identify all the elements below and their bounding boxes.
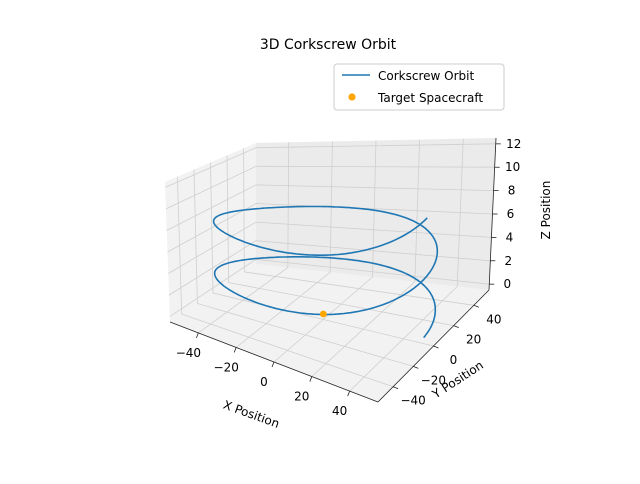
x-grid-line: [235, 141, 333, 348]
x-tick-label: 20: [294, 390, 309, 404]
y-grid-line: [193, 169, 414, 367]
x-tick-mark: [233, 347, 237, 353]
target-spacecraft-point: [319, 310, 327, 318]
y-grid-line: [210, 162, 434, 347]
y-tick-label: 20: [466, 333, 481, 347]
x-grid-line: [273, 140, 377, 363]
y-tick-label: 0: [450, 353, 458, 367]
z-grid-line: [165, 165, 495, 210]
z-tick-label: 0: [503, 277, 511, 291]
z-axis-label: Z Position: [539, 181, 553, 240]
x-grid-line: [311, 139, 420, 377]
x-tick-label: 40: [332, 404, 347, 418]
y-tick-mark: [453, 325, 459, 329]
back-wall-pane: [256, 138, 496, 290]
y-tick-label: 40: [486, 312, 501, 326]
y-grid-line: [243, 148, 474, 306]
legend-label-target: Target Spacecraft: [377, 91, 483, 105]
legend-label-orbit: Corkscrew Orbit: [378, 69, 474, 83]
y-tick-mark: [392, 386, 399, 390]
z-tick-label: 12: [506, 137, 521, 151]
x-tick-mark: [271, 361, 275, 368]
z-grid-line: [168, 240, 491, 296]
chart-title: 3D Corkscrew Orbit: [260, 37, 397, 53]
axis-ticks: −40 −20 0 20 40 −40 −20 0 20 40 0 2 4 6 8 10 12: [176, 137, 522, 418]
x-axis-label: X Position: [221, 398, 281, 431]
axis-panes: [165, 138, 496, 402]
y-tick-label: −20: [421, 373, 446, 387]
y-tick-mark: [413, 365, 419, 369]
x-grid-line: [198, 142, 290, 334]
plot-marks: [212, 205, 439, 339]
y-grid-line: [177, 176, 394, 388]
z-tick-label: 8: [508, 184, 516, 198]
x-tick-mark: [347, 390, 351, 397]
x-tick-label: −40: [176, 346, 201, 360]
grid-lines: [165, 138, 496, 392]
orbit-series-line: [212, 205, 439, 339]
legend-marker-swatch: [348, 93, 356, 101]
z-grid-line: [165, 143, 496, 188]
x-tick-mark: [309, 376, 313, 382]
x-tick-label: −20: [214, 360, 239, 374]
z-tick-label: 2: [505, 254, 513, 268]
z-grid-line: [168, 221, 492, 274]
floor-pane: [170, 264, 489, 402]
y-tick-label: −40: [400, 394, 425, 408]
y-grid-line: [226, 155, 454, 326]
x-grid-line: [349, 138, 464, 392]
left-wall-pane: [165, 143, 256, 322]
z-tick-label: 6: [507, 207, 515, 221]
legend: Corkscrew Orbit Target Spacecraft: [333, 63, 505, 111]
z-tick-label: 10: [505, 160, 520, 174]
z-grid-line: [167, 203, 493, 253]
x-tick-mark: [195, 332, 199, 339]
legend-box: [333, 63, 505, 111]
y-tick-mark: [433, 345, 439, 349]
y-tick-mark: [473, 304, 480, 308]
z-tick-label: 4: [506, 230, 514, 244]
x-tick-label: 0: [260, 375, 268, 389]
z-grid-line: [166, 184, 494, 231]
